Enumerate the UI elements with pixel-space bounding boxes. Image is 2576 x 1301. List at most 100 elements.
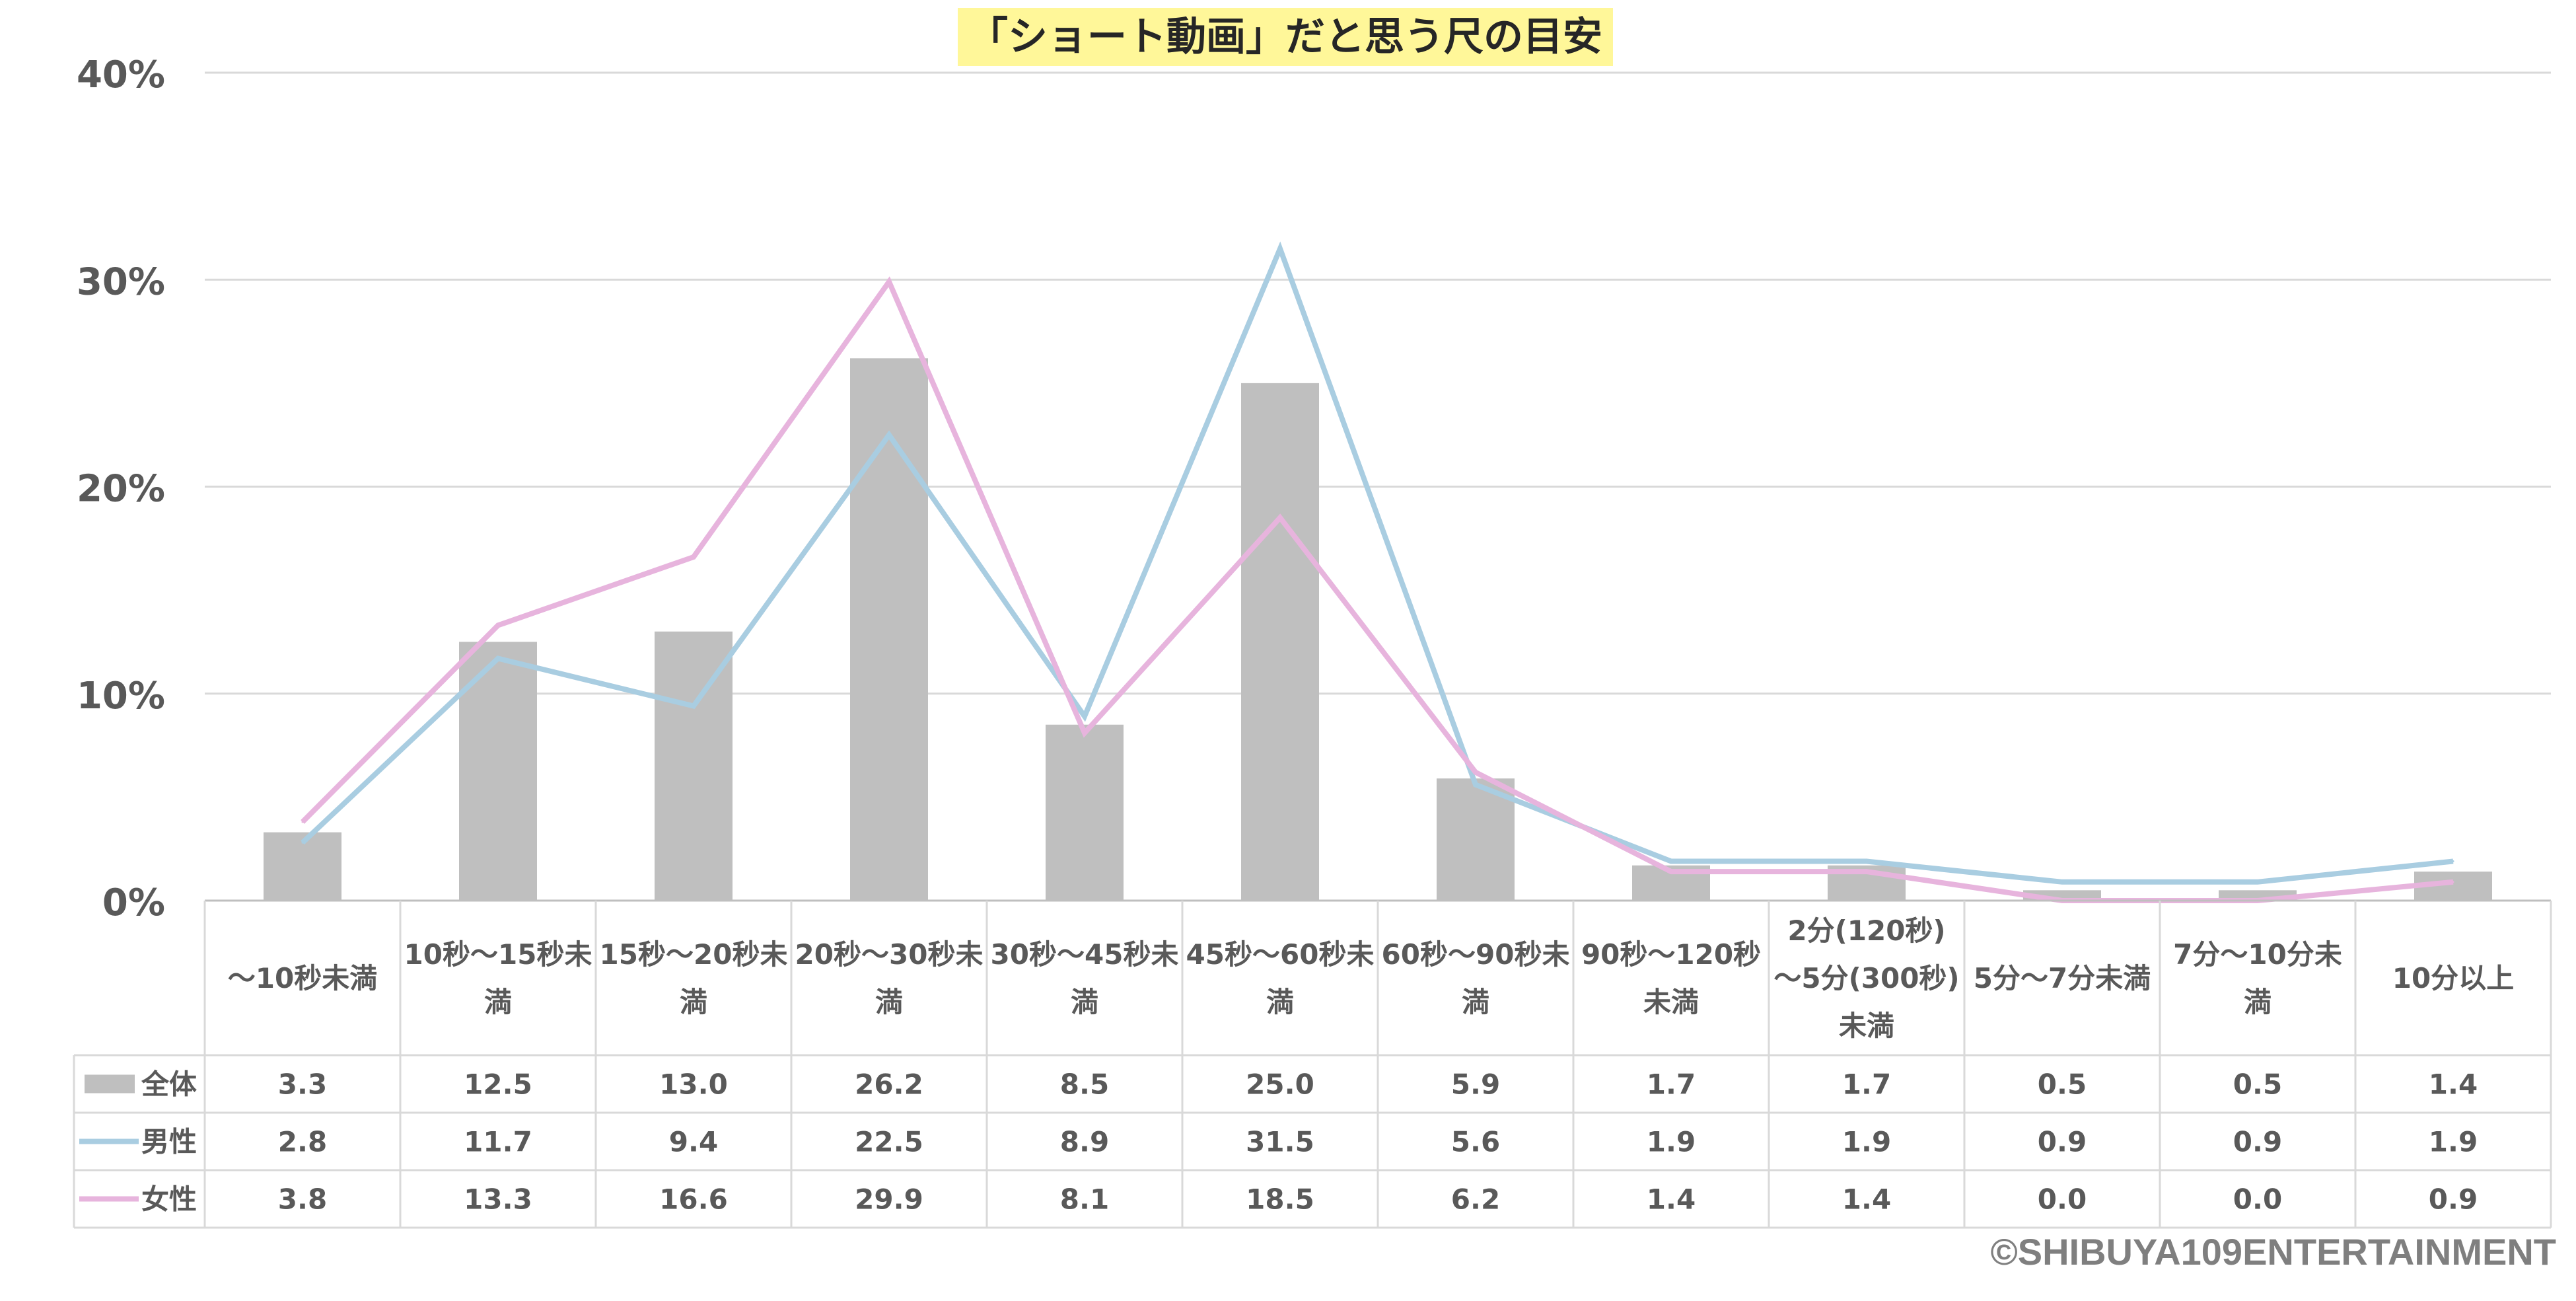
category-label: 45秒〜60秒未 [1186, 938, 1375, 971]
data-label: 0.9 [2038, 1126, 2087, 1158]
chart-title-box: 「ショート動画」だと思う尺の目安 [958, 8, 1613, 66]
data-label: 13.0 [659, 1068, 728, 1101]
category-label: 未満 [1839, 1010, 1894, 1042]
category-label: 未満 [1643, 986, 1699, 1018]
point-女性 [1279, 516, 1281, 519]
category-label: 満 [1266, 986, 1294, 1018]
point-女性 [497, 624, 499, 626]
category-label: 10秒〜15秒未 [404, 938, 592, 971]
legend-label: 女性 [141, 1183, 197, 1216]
category-label: 満 [875, 986, 903, 1018]
data-label: 0.9 [2233, 1126, 2282, 1158]
category-label: 〜10秒未満 [228, 962, 377, 994]
data-label: 9.4 [669, 1126, 718, 1158]
data-label: 8.1 [1060, 1183, 1109, 1216]
data-label: 0.0 [2038, 1183, 2087, 1216]
category-label: 満 [680, 986, 707, 1018]
data-label: 8.9 [1060, 1126, 1109, 1158]
data-label: 1.9 [1842, 1126, 1891, 1158]
category-label: 60秒〜90秒未 [1382, 938, 1570, 971]
bar-全体 [1046, 724, 1124, 901]
bar-全体 [850, 358, 928, 901]
data-label: 13.3 [464, 1183, 532, 1216]
category-label: 90秒〜120秒 [1581, 938, 1761, 971]
bar-全体 [1241, 383, 1319, 901]
category-label: 10分以上 [2392, 962, 2514, 994]
chart-title: 「ショート動画」だと思う尺の目安 [968, 14, 1602, 60]
bar-全体 [1437, 778, 1515, 901]
legend-key-全体 [85, 1074, 135, 1094]
data-label: 0.5 [2038, 1068, 2087, 1101]
point-男性 [1670, 860, 1672, 862]
point-女性 [1670, 870, 1672, 873]
data-label: 0.0 [2233, 1183, 2282, 1216]
point-男性 [1474, 784, 1477, 786]
point-女性 [2452, 881, 2454, 883]
data-label: 0.5 [2233, 1068, 2282, 1101]
series-line-女性 [301, 276, 2454, 903]
category-label: 15秒〜20秒未 [600, 938, 788, 971]
data-label: 1.4 [1842, 1183, 1891, 1216]
category-label: 満 [1071, 986, 1098, 1018]
y-tick-label: 10% [77, 675, 165, 718]
data-label: 0.9 [2429, 1183, 2478, 1216]
data-label: 22.5 [855, 1126, 923, 1158]
data-label: 18.5 [1246, 1183, 1314, 1216]
data-label: 1.7 [1647, 1068, 1696, 1101]
category-label: 満 [2244, 986, 2272, 1018]
point-男性 [1083, 715, 1086, 718]
data-label: 12.5 [464, 1068, 532, 1101]
data-label: 31.5 [1246, 1126, 1314, 1158]
point-男性 [888, 433, 890, 436]
data-label: 1.9 [1647, 1126, 1696, 1158]
point-女性 [301, 821, 304, 823]
data-label: 1.7 [1842, 1068, 1891, 1101]
data-label: 1.4 [2429, 1068, 2478, 1101]
legend-label: 男性 [141, 1126, 197, 1158]
category-label: 2分(120秒) [1787, 914, 1945, 947]
data-label: 6.2 [1451, 1183, 1500, 1216]
data-label: 1.4 [1647, 1183, 1696, 1216]
y-tick-label: 40% [77, 54, 165, 96]
category-label: 7分〜10分未 [2173, 938, 2342, 971]
category-label: 30秒〜45秒未 [991, 938, 1179, 971]
point-男性 [497, 657, 499, 659]
y-tick-label: 30% [77, 260, 165, 303]
category-label: 満 [484, 986, 512, 1018]
bar-全体 [655, 631, 733, 901]
point-男性 [1865, 860, 1868, 862]
data-label: 11.7 [464, 1126, 532, 1158]
legend-label: 全体 [141, 1068, 197, 1101]
data-label: 5.9 [1451, 1068, 1500, 1101]
bar-全体 [264, 832, 341, 901]
point-男性 [1279, 247, 1281, 250]
copyright-text: ©SHIBUYA109ENTERTAINMENT [1990, 1231, 2556, 1273]
category-label: 20秒〜30秒未 [795, 938, 984, 971]
point-女性 [1083, 731, 1086, 734]
series-line-男性 [301, 241, 2454, 885]
category-label: 〜5分(300秒) [1773, 962, 1959, 994]
data-label: 16.6 [659, 1183, 728, 1216]
data-label: 5.6 [1451, 1126, 1500, 1158]
y-tick-label: 20% [77, 468, 165, 511]
data-label: 2.8 [278, 1126, 327, 1158]
data-label: 29.9 [855, 1183, 923, 1216]
data-label: 25.0 [1246, 1068, 1314, 1101]
data-label: 26.2 [855, 1068, 923, 1101]
point-男性 [692, 705, 695, 708]
point-男性 [2452, 860, 2454, 862]
point-女性 [1865, 870, 1868, 873]
category-label: 5分〜7分未満 [1974, 962, 2151, 994]
data-label: 3.8 [278, 1183, 327, 1216]
y-tick-label: 0% [102, 881, 165, 924]
category-label: 満 [1462, 986, 1489, 1018]
point-女性 [692, 556, 695, 558]
point-女性 [888, 280, 890, 283]
point-女性 [1474, 771, 1477, 774]
data-label: 3.3 [278, 1068, 327, 1101]
point-男性 [301, 841, 304, 844]
data-label: 8.5 [1060, 1068, 1109, 1101]
point-男性 [2256, 881, 2259, 883]
